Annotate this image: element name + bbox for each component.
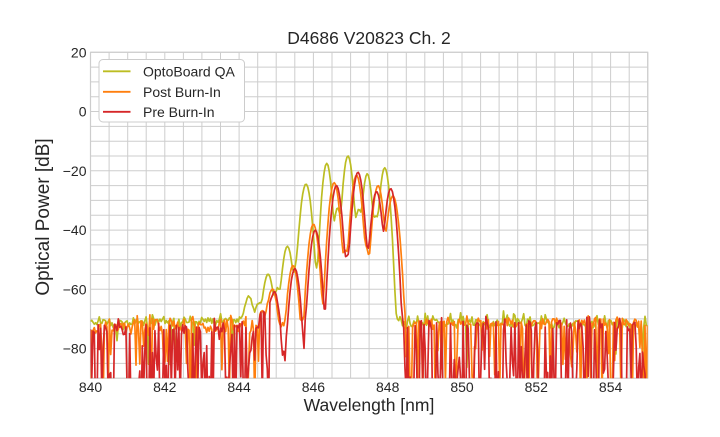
svg-text:−80: −80 (63, 341, 87, 357)
svg-text:854: 854 (599, 379, 623, 395)
svg-text:D4686 V20823 Ch. 2: D4686 V20823 Ch. 2 (287, 28, 450, 48)
svg-text:850: 850 (450, 379, 474, 395)
svg-text:844: 844 (227, 379, 251, 395)
svg-text:Optical Power [dB]: Optical Power [dB] (33, 138, 54, 295)
svg-text:846: 846 (302, 379, 326, 395)
svg-text:−60: −60 (63, 281, 87, 297)
svg-text:Post Burn-In: Post Burn-In (143, 84, 221, 100)
svg-text:0: 0 (79, 104, 87, 120)
svg-text:842: 842 (153, 379, 177, 395)
svg-text:852: 852 (525, 379, 549, 395)
svg-text:20: 20 (71, 44, 87, 60)
svg-text:OptoBoard QA: OptoBoard QA (143, 63, 235, 79)
svg-text:−20: −20 (63, 163, 87, 179)
svg-text:Wavelength [nm]: Wavelength [nm] (304, 395, 435, 415)
svg-text:Pre Burn-In: Pre Burn-In (143, 104, 215, 120)
svg-text:−40: −40 (63, 222, 87, 238)
svg-text:840: 840 (79, 379, 103, 395)
svg-text:848: 848 (376, 379, 400, 395)
